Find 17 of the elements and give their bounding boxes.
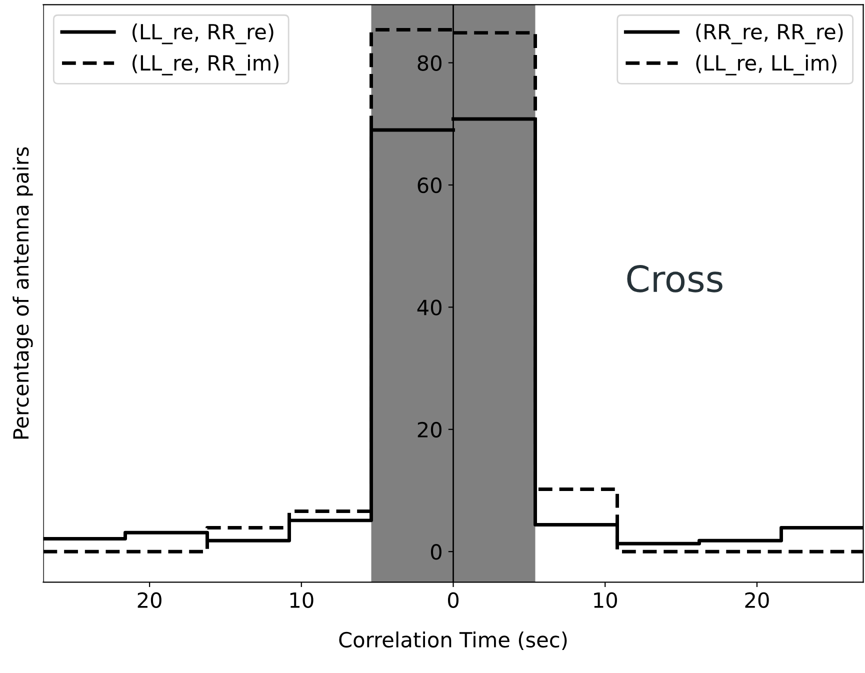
y-tick-label: 0 <box>430 544 442 560</box>
y-tick-label: 40 <box>417 300 442 316</box>
x-tick-label: 20 <box>745 592 769 608</box>
x-tick-label: 0 <box>448 592 459 608</box>
y-axis-title: Percentage of antenna pairs <box>12 147 33 439</box>
x-tick-label: 20 <box>138 592 162 608</box>
y-tick-label: 60 <box>418 177 442 194</box>
x-tick-label: 10 <box>290 592 314 608</box>
x-tick-label: 10 <box>594 592 617 608</box>
annotation: Cross <box>627 265 722 292</box>
y-tick-label: 20 <box>418 422 442 438</box>
legend-label: (LL_re, RR_re) <box>132 23 274 44</box>
legend-label: (LL_re, LL_im) <box>696 54 836 76</box>
y-tick-label: 80 <box>418 55 442 71</box>
x-axis-title: Correlation Time (sec) <box>339 631 567 650</box>
legend-label: (RR_re, RR_re) <box>696 23 843 44</box>
legend-label: (LL_re, RR_im) <box>132 54 278 76</box>
